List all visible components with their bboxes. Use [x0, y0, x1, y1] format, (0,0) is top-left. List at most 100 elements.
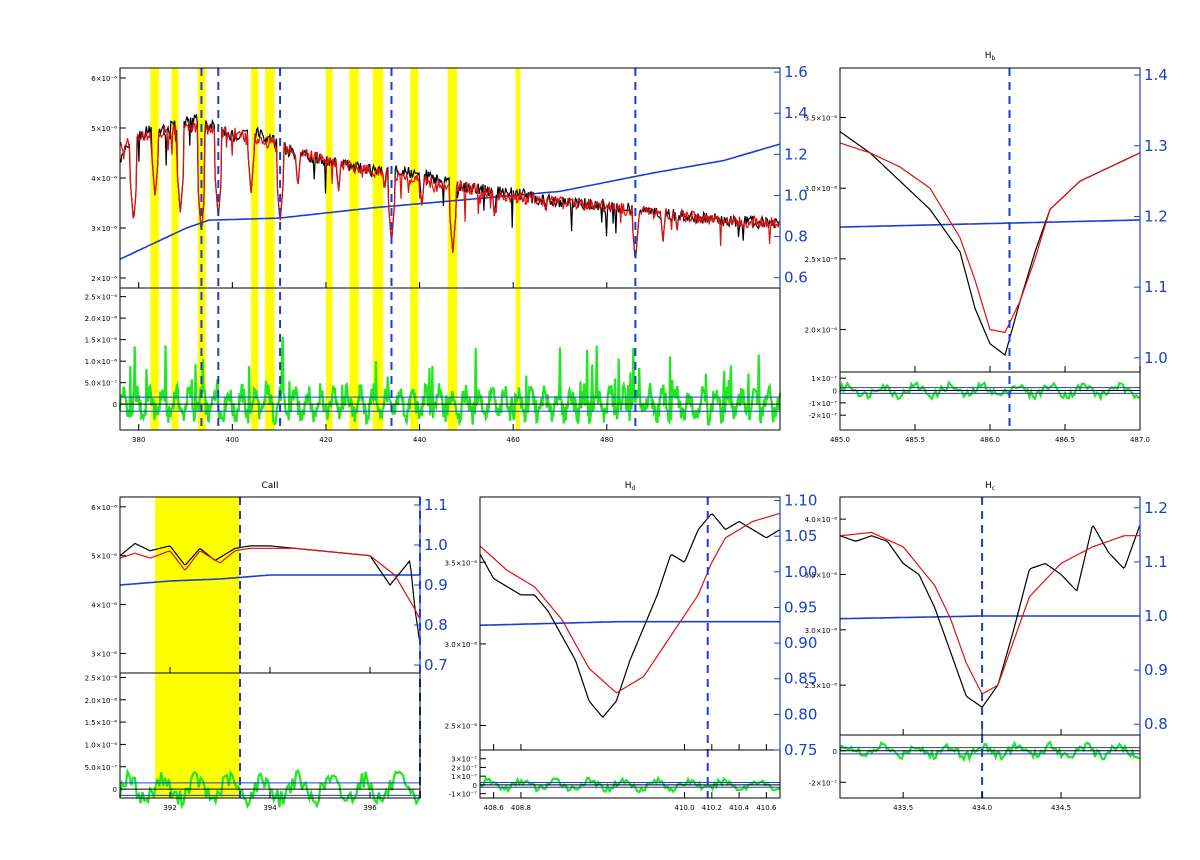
residual-y-tick-label: 5.0×10⁻⁷	[85, 764, 118, 772]
highlight-band	[155, 497, 240, 798]
y-tick-label: 3.0×10⁻⁶	[445, 641, 478, 649]
right-y-tick-label: 0.8	[784, 228, 808, 246]
highlight-band	[265, 68, 275, 430]
residual-y-tick-label: 1.0×10⁻⁶	[85, 358, 118, 366]
ratio-curve	[840, 615, 1140, 620]
x-tick-label: 408.6	[484, 804, 505, 812]
residual-y-tick-label: 2×10⁻⁷	[451, 764, 477, 772]
right-y-tick-label: 1.0	[1144, 607, 1168, 625]
y-tick-label: 2.5×10⁻⁶	[805, 256, 838, 264]
y-tick-label: 4×10⁻⁶	[91, 602, 117, 610]
highlight-band	[197, 68, 206, 430]
right-y-tick-label: 1.05	[784, 527, 817, 545]
right-y-tick-label: 1.2	[784, 145, 808, 163]
observed-spectrum	[479, 513, 781, 718]
residual-y-tick-label: 0	[833, 388, 837, 396]
right-y-tick-label: 0.8	[1144, 715, 1168, 733]
y-tick-label: 4.0×10⁻⁶	[805, 516, 838, 524]
right-y-tick-label: 0.95	[784, 598, 817, 616]
x-tick-label: 396	[363, 804, 377, 812]
right-y-tick-label: 1.1	[424, 496, 448, 514]
x-tick-label: 410.2	[702, 804, 722, 812]
highlight-band	[410, 68, 419, 430]
model-spectrum	[119, 547, 421, 620]
ratio-curve	[839, 219, 1140, 228]
right-y-tick-label: 1.0	[1144, 349, 1168, 367]
residual-y-tick-label: 1×10⁻⁷	[811, 375, 837, 383]
y-tick-label: 3.0×10⁻⁶	[805, 185, 838, 193]
y-tick-label: 3×10⁻⁶	[91, 650, 117, 658]
residual-y-tick-label: 0	[113, 401, 117, 409]
y-tick-label: 6×10⁻⁶	[91, 504, 117, 512]
highlight-band	[372, 68, 384, 430]
y-tick-label: 3×10⁻⁶	[91, 225, 117, 233]
y-tick-label: 2×10⁻⁶	[91, 275, 117, 283]
residual-y-tick-label: 0	[113, 786, 117, 794]
panel-hb: 485.0 485.5 486.0 486.5 487.0 2.0×10⁻⁶ 2.5×10⁻…	[805, 51, 1168, 444]
right-y-tick-label: 1.10	[784, 492, 817, 510]
y-tick-label: 3.5×10⁻⁶	[805, 571, 838, 579]
right-y-tick-label: 0.85	[784, 670, 817, 688]
panel-title: Hc	[985, 481, 995, 492]
bottom-plot-frame	[839, 371, 1141, 431]
y-tick-label: 2.0×10⁻⁶	[805, 327, 838, 335]
x-tick-label: 392	[163, 804, 176, 812]
panel-title: CaII	[261, 481, 278, 491]
right-y-tick-label: 0.7	[424, 656, 448, 674]
y-tick-label: 6×10⁻⁶	[91, 75, 117, 83]
residual-y-tick-label: -1×10⁻⁷	[449, 791, 477, 799]
residual-y-tick-label: 0	[833, 748, 837, 756]
right-y-tick-label: 1.4	[784, 104, 808, 122]
y-tick-label: 4×10⁻⁶	[91, 175, 117, 183]
y-tick-label: 5×10⁻⁶	[91, 125, 117, 133]
y-tick-label: 2.5×10⁻⁶	[805, 682, 838, 690]
right-y-tick-label: 0.9	[424, 576, 448, 594]
bottom-plot-frame	[479, 749, 781, 799]
residual-y-tick-label: 2.0×10⁻⁶	[85, 697, 118, 705]
x-tick-label: 460	[507, 436, 520, 444]
residual-y-tick-label: 2.0×10⁻⁶	[85, 315, 118, 323]
residual-y-tick-label: 2.5×10⁻⁶	[85, 674, 118, 682]
residual-y-tick-label: 1.5×10⁻⁶	[85, 719, 118, 727]
residual-y-tick-label: 1.5×10⁻⁶	[85, 337, 118, 345]
highlight-band	[251, 68, 259, 430]
panel-full: 380 400 420 440 460 480 2×10⁻⁶ 3×10⁻⁶ 4×10⁻⁶ 5×10…	[85, 63, 808, 444]
residual-y-tick-label: -1×10⁻⁷	[809, 400, 837, 408]
right-y-tick-label: 1.0	[424, 536, 448, 554]
highlight-band	[349, 68, 359, 430]
bottom-plot-frame	[839, 734, 1141, 799]
right-y-tick-label: 0.9	[1144, 661, 1168, 679]
x-tick-label: 394	[263, 804, 277, 812]
x-tick-label: 410.4	[729, 804, 750, 812]
right-y-tick-label: 1.2	[1144, 499, 1168, 517]
observed-spectrum	[839, 524, 1141, 708]
right-y-tick-label: 0.90	[784, 634, 817, 652]
bottom-plot-frame	[119, 287, 781, 431]
x-tick-label: 485.0	[830, 436, 850, 444]
y-tick-label: 3.5×10⁻⁶	[445, 559, 478, 567]
x-tick-label: 486.5	[1055, 436, 1075, 444]
right-y-tick-label: 1.00	[784, 563, 817, 581]
ratio-curve	[119, 574, 420, 586]
x-tick-label: 480	[600, 436, 613, 444]
residual-y-tick-label: 0	[473, 782, 477, 790]
panel-title: Hd	[625, 481, 636, 492]
x-tick-label: 410.6	[756, 804, 777, 812]
ratio-curve	[479, 620, 780, 627]
panel-hg: 433.5 434.0 434.5 2.5×10⁻⁶ 3.0×10⁻⁶ 3.5×10⁻⁶ 4…	[805, 481, 1168, 812]
x-tick-label: 485.5	[905, 436, 925, 444]
right-y-tick-label: 0.80	[784, 705, 817, 723]
right-y-tick-label: 0.75	[784, 741, 817, 759]
x-tick-label: 408.8	[511, 804, 531, 812]
x-tick-label: 440	[413, 436, 426, 444]
x-tick-label: 487.0	[1130, 436, 1150, 444]
right-y-tick-label: 1.1	[1144, 553, 1168, 571]
residual-y-tick-label: -2×10⁻⁷	[809, 779, 837, 787]
model-spectrum	[479, 512, 781, 694]
observed-spectrum	[839, 131, 1141, 356]
y-tick-label: 5×10⁻⁶	[91, 553, 117, 561]
y-tick-label: 3.0×10⁻⁶	[805, 627, 838, 635]
x-tick-label: 420	[319, 436, 332, 444]
model-spectrum	[839, 531, 1140, 695]
